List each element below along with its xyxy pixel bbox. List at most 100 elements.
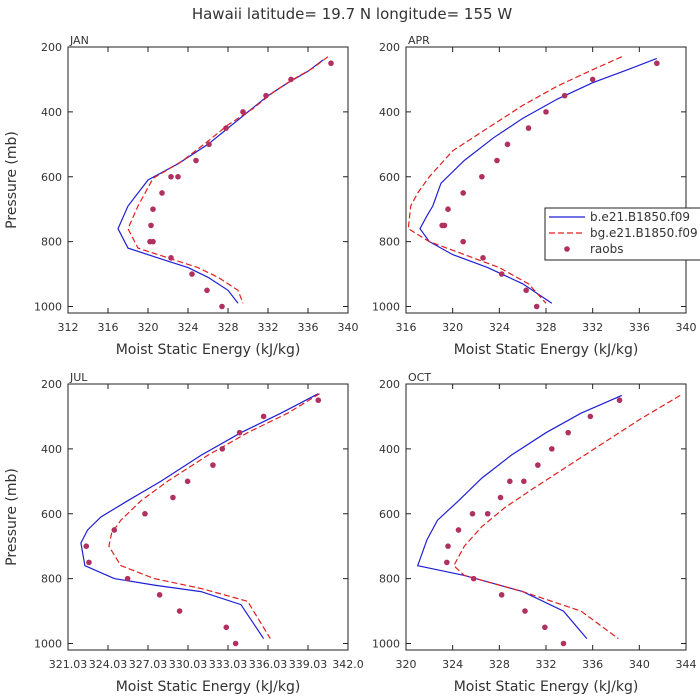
x-tick-label: 324 bbox=[442, 658, 463, 671]
data-point-raobs bbox=[193, 157, 199, 164]
plot-frame bbox=[67, 383, 349, 651]
data-point-raobs bbox=[480, 255, 486, 261]
data-point-raobs bbox=[83, 543, 90, 549]
figure-title: Hawaii latitude= 19.7 N longitude= 155 W bbox=[192, 5, 512, 23]
data-point-raobs bbox=[288, 76, 294, 83]
data-point-raobs bbox=[549, 446, 555, 452]
data-point-raobs bbox=[236, 429, 243, 436]
data-point-raobs bbox=[521, 478, 527, 485]
data-point-raobs bbox=[543, 109, 549, 115]
data-point-raobs bbox=[542, 624, 548, 631]
y-tick-label: 400 bbox=[41, 106, 62, 119]
data-point-raobs bbox=[445, 206, 451, 212]
plot-frame bbox=[405, 46, 687, 314]
y-tick-label: 1000 bbox=[372, 301, 400, 314]
x-tick-label: 324.03 bbox=[89, 658, 128, 671]
x-tick-label: 340 bbox=[338, 321, 359, 334]
data-point-raobs bbox=[497, 494, 504, 501]
data-point-raobs bbox=[168, 255, 174, 261]
data-point-raobs bbox=[184, 478, 191, 485]
y-tick-label: 1000 bbox=[34, 638, 62, 651]
x-tick-label: 316 bbox=[396, 321, 417, 334]
y-tick-label: 600 bbox=[379, 508, 400, 521]
legend-label: b.e21.B1850.f09 bbox=[590, 210, 690, 224]
data-point-raobs bbox=[232, 640, 239, 647]
data-point-raobs bbox=[219, 303, 225, 310]
data-point-raobs bbox=[523, 287, 529, 294]
data-point-raobs bbox=[469, 510, 476, 517]
x-tick-label: 330.03 bbox=[169, 658, 208, 671]
data-point-raobs bbox=[124, 575, 131, 582]
x-tick-label: 324 bbox=[489, 321, 510, 334]
x-tick-label: 320 bbox=[442, 321, 463, 334]
x-tick-label: 324 bbox=[178, 321, 199, 334]
data-point-raobs bbox=[504, 141, 511, 148]
panels: JAN 312 316 320 324 328 332 336 340 200 400 600 800 1… bbox=[4, 34, 700, 695]
data-point-raobs bbox=[522, 608, 528, 614]
x-tick-label: 328 bbox=[489, 658, 510, 671]
legend-label: bg.e21.B1850.f09 bbox=[590, 226, 698, 240]
data-point-raobs bbox=[170, 494, 176, 501]
series-line-bg-e21-b1850-f09 bbox=[127, 56, 329, 304]
data-point-raobs bbox=[159, 190, 165, 196]
y-tick-label: 800 bbox=[41, 573, 62, 586]
data-point-raobs bbox=[561, 92, 568, 99]
data-point-raobs bbox=[455, 527, 462, 533]
data-point-raobs bbox=[470, 575, 477, 582]
data-point-raobs bbox=[498, 592, 505, 598]
data-point-raobs bbox=[156, 592, 163, 598]
data-point-raobs bbox=[533, 303, 540, 310]
y-tick-label: 800 bbox=[379, 236, 400, 249]
x-tick-label: 340 bbox=[629, 658, 650, 671]
y-tick-label: 800 bbox=[379, 573, 400, 586]
data-point-raobs bbox=[260, 413, 267, 420]
data-point-raobs bbox=[445, 543, 451, 549]
y-tick-label: 400 bbox=[41, 443, 62, 456]
x-tick-label: 336 bbox=[582, 658, 603, 671]
data-point-raobs bbox=[460, 190, 466, 196]
data-point-raobs bbox=[460, 238, 466, 245]
data-point-raobs bbox=[148, 222, 154, 229]
data-point-raobs bbox=[484, 510, 491, 517]
x-tick-label: 333.03 bbox=[209, 658, 248, 671]
x-tick-label: 332 bbox=[536, 658, 557, 671]
data-point-raobs bbox=[565, 429, 571, 436]
data-point-raobs bbox=[204, 287, 210, 294]
x-axis-label: Moist Static Energy (kJ/kg) bbox=[454, 679, 639, 695]
series-line-b-e21-b1850-f09 bbox=[416, 394, 623, 639]
plot-frame bbox=[67, 46, 349, 314]
y-tick-label: 600 bbox=[41, 171, 62, 184]
data-point-raobs bbox=[86, 559, 92, 566]
data-point-raobs bbox=[168, 173, 174, 180]
y-tick-label: 600 bbox=[41, 508, 62, 521]
series-line-bg-e21-b1850-f09 bbox=[407, 56, 623, 304]
data-point-raobs bbox=[479, 173, 485, 180]
data-point-raobs bbox=[654, 60, 660, 67]
y-tick-label: 200 bbox=[41, 378, 62, 391]
x-tick-label: 332 bbox=[258, 321, 279, 334]
data-point-raobs bbox=[498, 271, 505, 277]
x-tick-label: 328 bbox=[536, 321, 557, 334]
x-tick-label: 312 bbox=[58, 321, 79, 334]
data-point-raobs bbox=[176, 608, 183, 614]
panel-label: OCT bbox=[408, 371, 431, 384]
data-point-raobs bbox=[240, 109, 246, 115]
data-point-raobs bbox=[328, 60, 334, 67]
data-point-raobs bbox=[507, 478, 513, 485]
x-tick-label: 340 bbox=[676, 321, 697, 334]
x-axis-label: Moist Static Energy (kJ/kg) bbox=[116, 342, 301, 358]
panel-apr: APR 316 320 324 328 332 336 340 200 400 600 800 1000… bbox=[372, 34, 700, 358]
y-tick-label: 1000 bbox=[34, 301, 62, 314]
panel-label: APR bbox=[408, 34, 430, 47]
y-tick-label: 800 bbox=[41, 236, 62, 249]
data-point-raobs bbox=[210, 462, 216, 468]
data-point-raobs bbox=[175, 173, 181, 180]
panel-oct: OCT 320 324 328 332 336 340 344 200 400 600 800 1000… bbox=[372, 371, 697, 695]
data-point-raobs bbox=[616, 397, 623, 404]
series-line-b-e21-b1850-f09 bbox=[419, 57, 658, 304]
data-point-raobs bbox=[560, 640, 567, 647]
series-line-b-e21-b1850-f09 bbox=[117, 59, 324, 304]
x-axis-label: Moist Static Energy (kJ/kg) bbox=[454, 342, 639, 358]
